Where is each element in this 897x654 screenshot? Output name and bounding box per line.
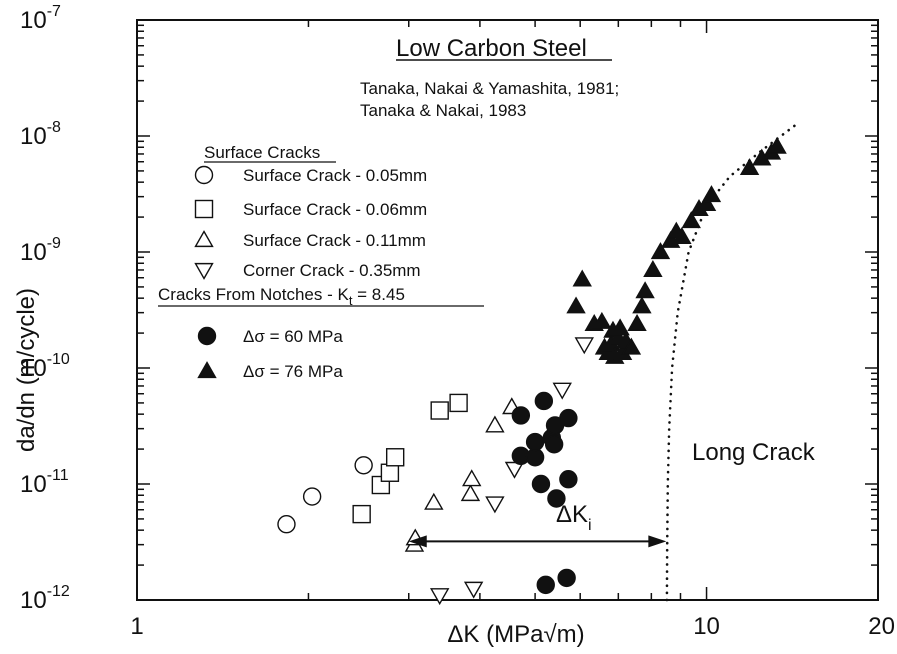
- data-point-series-5: [643, 260, 663, 278]
- data-point-series-1: [430, 401, 449, 420]
- tick-labels: 10-7 10-8 10-9 10-10 10-11 10-12 1 10 20: [20, 3, 895, 640]
- legend-label: Surface Crack - 0.11mm: [243, 231, 426, 250]
- legend-label: Δσ = 60 MPa: [243, 327, 343, 346]
- data-point-series-5: [672, 226, 692, 244]
- y-tick-label: 10-11: [20, 467, 69, 498]
- data-point-series-4: [531, 474, 551, 494]
- data-point-series-4: [559, 469, 578, 489]
- data-point-series-1: [352, 504, 371, 524]
- legend-marker: [197, 326, 217, 346]
- data-point-series-5: [566, 296, 586, 314]
- x-tick-label: 10: [693, 613, 720, 640]
- data-point-series-0: [277, 515, 296, 534]
- data-point-series-0: [302, 487, 322, 506]
- x-axis-label: ΔK (MPa√m): [447, 621, 584, 648]
- data-point-series-4: [559, 408, 578, 428]
- legend-marker: [194, 262, 214, 280]
- data-point-series-5: [632, 296, 652, 314]
- legend-label: Corner Crack - 0.35mm: [243, 261, 421, 280]
- plot-frame: [136, 19, 879, 601]
- data-point-series-5: [767, 136, 787, 154]
- data-point-series-5: [701, 185, 722, 203]
- data-point-series-5: [739, 158, 760, 176]
- data-point-series-4: [525, 448, 545, 467]
- data-point-series-4: [511, 406, 531, 425]
- data-point-series-5: [696, 193, 717, 211]
- legend-heading-surface-cracks: Surface Cracks: [204, 143, 320, 162]
- reference-line-2: Tanaka & Nakai, 1983: [360, 101, 526, 120]
- delta-ki-arrow-head-right: [648, 535, 667, 548]
- data-point-series-0: [354, 456, 373, 475]
- reference-line-1: Tanaka, Nakai & Yamashita, 1981;: [360, 79, 619, 98]
- legend-label: Surface Crack - 0.05mm: [243, 166, 427, 185]
- data-point-series-3: [504, 461, 525, 479]
- y-tick-label: 10-12: [20, 583, 70, 614]
- data-point-series-3: [574, 337, 594, 355]
- y-axis-label: da/dn (m/cycle): [13, 288, 40, 452]
- data-point-series-5: [627, 313, 647, 331]
- data-point-series-2: [485, 415, 505, 433]
- delta-ki-annotation: ΔKi: [408, 501, 667, 548]
- data-point-series-2: [460, 484, 481, 502]
- legend-heading-notches: Cracks From Notches - Kt = 8.45: [158, 285, 405, 308]
- data-point-series-3: [429, 588, 450, 606]
- long-crack-dotted-line: [665, 121, 800, 602]
- axis-ticks: [136, 19, 879, 601]
- data-point-series-5: [610, 318, 630, 336]
- data-point-series-2: [462, 469, 482, 487]
- legend: Surface Cracks Surface Crack - 0.05mm Surf…: [158, 143, 484, 381]
- legend-label: Δσ = 76 MPa: [243, 362, 343, 381]
- data-point-series-5: [621, 337, 642, 355]
- y-tick-label: 10-9: [20, 235, 61, 266]
- data-point-series-1: [449, 393, 468, 413]
- data-point-series-3: [552, 382, 572, 400]
- data-point-series-4: [544, 435, 564, 454]
- long-crack-label: Long Crack: [692, 439, 816, 466]
- y-tick-label: 10-10: [20, 351, 70, 382]
- long-crack-curve: [665, 121, 800, 602]
- data-point-series-4: [534, 391, 554, 411]
- data-point-series-5: [635, 281, 655, 299]
- legend-label: Surface Crack - 0.06mm: [243, 200, 427, 219]
- data-point-series-3: [463, 581, 484, 599]
- data-point-series-5: [650, 242, 671, 260]
- delta-ki-label: ΔKi: [556, 501, 592, 534]
- chart-title: Low Carbon Steel: [396, 35, 587, 62]
- data-point-series-5: [572, 269, 592, 287]
- data-point-series-4: [547, 489, 566, 508]
- legend-marker: [194, 165, 214, 185]
- data-points: [277, 136, 787, 606]
- data-point-series-4: [536, 575, 555, 595]
- plot-border: [136, 19, 879, 601]
- data-point-series-4: [525, 432, 545, 452]
- y-tick-label: 10-8: [20, 119, 61, 150]
- legend-marker: [194, 230, 214, 248]
- x-tick-label: 20: [868, 613, 895, 640]
- legend-marker: [197, 361, 217, 379]
- data-point-series-2: [424, 492, 444, 510]
- data-point-series-5: [592, 311, 612, 329]
- data-point-series-3: [485, 496, 505, 514]
- data-point-series-5: [681, 211, 701, 229]
- delta-ki-arrow-head-left: [408, 535, 427, 548]
- data-point-series-4: [557, 568, 576, 588]
- legend-marker: [194, 199, 214, 219]
- x-tick-label: 1: [130, 613, 143, 640]
- data-point-series-1: [385, 448, 405, 467]
- y-tick-label: 10-7: [20, 3, 61, 34]
- data-point-series-1: [380, 463, 400, 482]
